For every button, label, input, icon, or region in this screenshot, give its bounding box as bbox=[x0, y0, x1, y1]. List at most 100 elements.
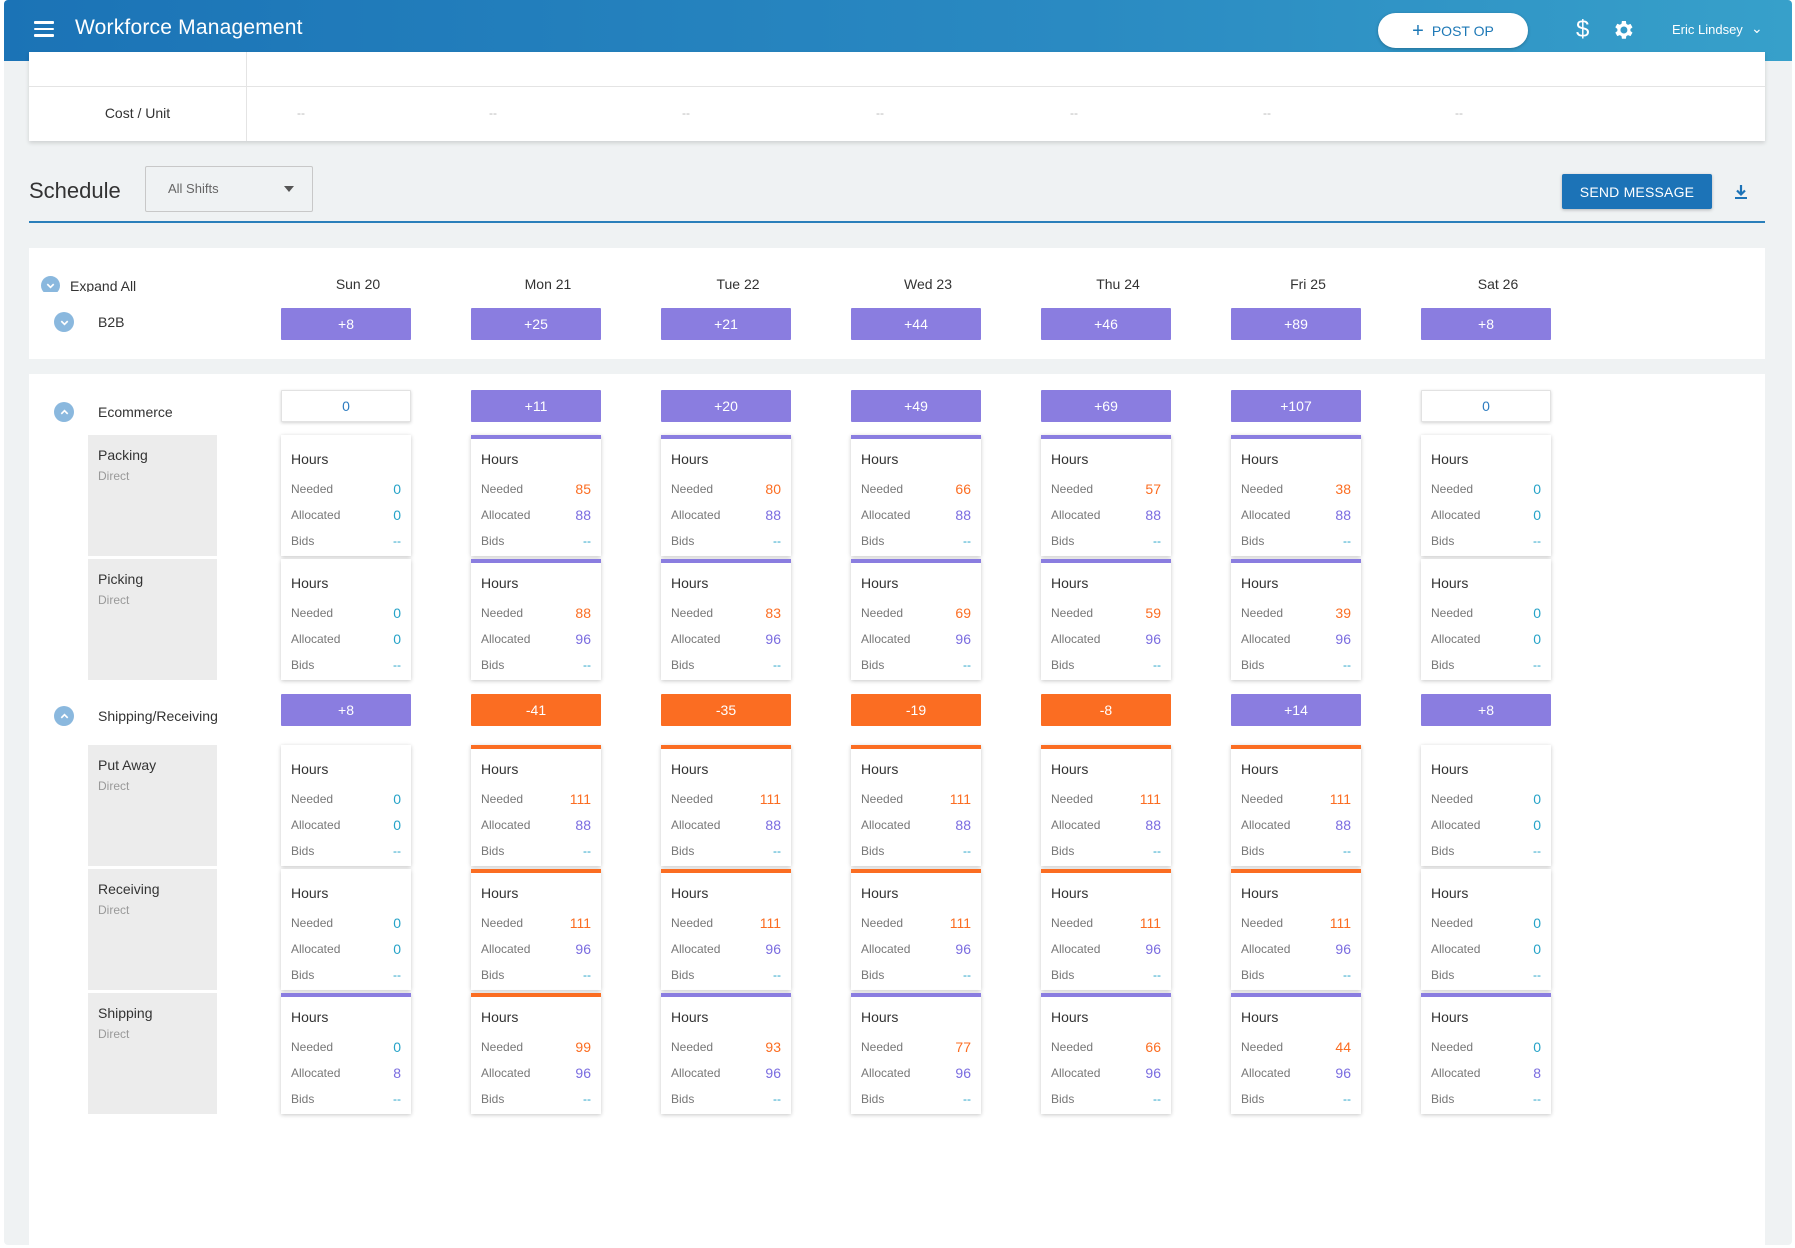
bids-value: -- bbox=[393, 1092, 401, 1106]
hours-card[interactable]: Hours Needed 66 Allocated 88 Bids -- bbox=[851, 435, 981, 556]
chevron-up-icon[interactable] bbox=[54, 402, 74, 422]
group-header[interactable]: Ecommerce bbox=[54, 402, 173, 422]
hours-card[interactable]: Hours Needed 111 Allocated 88 Bids -- bbox=[661, 745, 791, 866]
gear-icon[interactable] bbox=[1611, 18, 1635, 42]
day-total-badge[interactable]: -19 bbox=[851, 694, 981, 726]
day-total-badge[interactable]: +46 bbox=[1041, 308, 1171, 340]
day-label: Sun 20 bbox=[335, 276, 381, 292]
hours-card[interactable]: Hours Needed 0 Allocated 0 Bids -- bbox=[1421, 745, 1551, 866]
hours-card[interactable]: Hours Needed 0 Allocated 0 Bids -- bbox=[1421, 559, 1551, 680]
post-op-button[interactable]: + POST OP bbox=[1378, 13, 1528, 48]
hours-card[interactable]: Hours Needed 69 Allocated 96 Bids -- bbox=[851, 559, 981, 680]
day-total-badge[interactable]: +21 bbox=[661, 308, 791, 340]
download-icon[interactable] bbox=[1732, 183, 1750, 201]
hours-card[interactable]: Hours Needed 77 Allocated 96 Bids -- bbox=[851, 993, 981, 1114]
day-total-badge[interactable]: 0 bbox=[1421, 390, 1551, 422]
hours-card[interactable]: Hours Needed 111 Allocated 96 Bids -- bbox=[661, 869, 791, 990]
day-total-badge[interactable]: +8 bbox=[1421, 694, 1551, 726]
allocated-row: Allocated 96 bbox=[481, 936, 591, 962]
allocated-label: Allocated bbox=[1051, 942, 1101, 956]
hours-card[interactable]: Hours Needed 85 Allocated 88 Bids -- bbox=[471, 435, 601, 556]
hours-card[interactable]: Hours Needed 83 Allocated 96 Bids -- bbox=[661, 559, 791, 680]
hours-card[interactable]: Hours Needed 80 Allocated 88 Bids -- bbox=[661, 435, 791, 556]
hours-card[interactable]: Hours Needed 111 Allocated 96 Bids -- bbox=[471, 869, 601, 990]
role-packing[interactable]: Packing Direct bbox=[88, 435, 217, 556]
hours-card[interactable]: Hours Needed 66 Allocated 96 Bids -- bbox=[1041, 993, 1171, 1114]
day-total-badge[interactable]: -8 bbox=[1041, 694, 1171, 726]
day-total-badge[interactable]: +25 bbox=[471, 308, 601, 340]
cost-cell: -- bbox=[297, 106, 305, 120]
shift-filter-select[interactable]: All Shifts bbox=[145, 166, 313, 212]
day-total-badge[interactable]: +8 bbox=[1421, 308, 1551, 340]
chevron-down-icon[interactable]: ⌄ bbox=[1751, 20, 1763, 36]
hours-card[interactable]: Hours Needed 0 Allocated 0 Bids -- bbox=[281, 745, 411, 866]
hours-card[interactable]: Hours Needed 93 Allocated 96 Bids -- bbox=[661, 993, 791, 1114]
needed-value: 59 bbox=[1145, 605, 1161, 621]
hours-card[interactable]: Hours Needed 0 Allocated 0 Bids -- bbox=[281, 869, 411, 990]
send-message-button[interactable]: SEND MESSAGE bbox=[1562, 174, 1712, 209]
hours-card[interactable]: Hours Needed 0 Allocated 0 Bids -- bbox=[1421, 435, 1551, 556]
bids-label: Bids bbox=[671, 1092, 695, 1106]
day-total-badge[interactable]: +69 bbox=[1041, 390, 1171, 422]
day-total-badge[interactable]: +8 bbox=[281, 694, 411, 726]
hours-card[interactable]: Hours Needed 0 Allocated 0 Bids -- bbox=[281, 435, 411, 556]
hours-card[interactable]: Hours Needed 111 Allocated 96 Bids -- bbox=[1231, 869, 1361, 990]
role-picking[interactable]: Picking Direct bbox=[88, 559, 217, 680]
needed-value: 111 bbox=[759, 791, 781, 807]
user-menu[interactable]: Eric Lindsey bbox=[1672, 22, 1743, 37]
hours-card[interactable]: Hours Needed 0 Allocated 8 Bids -- bbox=[281, 993, 411, 1114]
hours-card[interactable]: Hours Needed 59 Allocated 96 Bids -- bbox=[1041, 559, 1171, 680]
hours-card[interactable]: Hours Needed 111 Allocated 88 Bids -- bbox=[1231, 745, 1361, 866]
hours-card[interactable]: Hours Needed 57 Allocated 88 Bids -- bbox=[1041, 435, 1171, 556]
hours-card[interactable]: Hours Needed 111 Allocated 96 Bids -- bbox=[851, 869, 981, 990]
needed-row: Needed 111 bbox=[1051, 786, 1161, 812]
day-total-badge[interactable]: 0 bbox=[281, 390, 411, 422]
hours-card[interactable]: Hours Needed 0 Allocated 0 Bids -- bbox=[1421, 869, 1551, 990]
day-total-badge[interactable]: +11 bbox=[471, 390, 601, 422]
group-header[interactable]: B2B bbox=[54, 312, 124, 332]
day-total-badge[interactable]: +44 bbox=[851, 308, 981, 340]
divider bbox=[246, 52, 247, 141]
hours-card[interactable]: Hours Needed 39 Allocated 96 Bids -- bbox=[1231, 559, 1361, 680]
hours-card[interactable]: Hours Needed 0 Allocated 0 Bids -- bbox=[281, 559, 411, 680]
role-receiving[interactable]: Receiving Direct bbox=[88, 869, 217, 990]
day-total-badge[interactable]: +107 bbox=[1231, 390, 1361, 422]
hours-card[interactable]: Hours Needed 111 Allocated 96 Bids -- bbox=[1041, 869, 1171, 990]
needed-row: Needed 80 bbox=[671, 476, 781, 502]
chevron-down-icon[interactable] bbox=[54, 312, 74, 332]
expand-all-toggle[interactable]: Expand All bbox=[41, 276, 136, 295]
day-total-badge[interactable]: -41 bbox=[471, 694, 601, 726]
hours-heading: Hours bbox=[1431, 451, 1469, 467]
role-shipping[interactable]: Shipping Direct bbox=[88, 993, 217, 1114]
needed-label: Needed bbox=[481, 606, 524, 620]
day-total-badge[interactable]: +14 bbox=[1231, 694, 1361, 726]
hours-card[interactable]: Hours Needed 111 Allocated 88 Bids -- bbox=[851, 745, 981, 866]
hours-card[interactable]: Hours Needed 38 Allocated 88 Bids -- bbox=[1231, 435, 1361, 556]
hours-card[interactable]: Hours Needed 88 Allocated 96 Bids -- bbox=[471, 559, 601, 680]
hours-card[interactable]: Hours Needed 111 Allocated 88 Bids -- bbox=[1041, 745, 1171, 866]
dollar-icon[interactable]: $ bbox=[1576, 16, 1590, 43]
hours-card[interactable]: Hours Needed 99 Allocated 96 Bids -- bbox=[471, 993, 601, 1114]
allocated-value: 96 bbox=[765, 1065, 781, 1081]
day-total-badge[interactable]: +49 bbox=[851, 390, 981, 422]
role-put-away[interactable]: Put Away Direct bbox=[88, 745, 217, 866]
needed-label: Needed bbox=[481, 1040, 524, 1054]
allocated-row: Allocated 0 bbox=[291, 502, 401, 528]
day-total-badge[interactable]: -35 bbox=[661, 694, 791, 726]
needed-value: 66 bbox=[1145, 1039, 1161, 1055]
hours-card[interactable]: Hours Needed 0 Allocated 8 Bids -- bbox=[1421, 993, 1551, 1114]
bids-row: Bids -- bbox=[1431, 838, 1541, 864]
hours-card[interactable]: Hours Needed 111 Allocated 88 Bids -- bbox=[471, 745, 601, 866]
allocated-value: 96 bbox=[765, 941, 781, 957]
day-total-badge[interactable]: +89 bbox=[1231, 308, 1361, 340]
needed-row: Needed 77 bbox=[861, 1034, 971, 1060]
needed-label: Needed bbox=[1051, 916, 1094, 930]
chevron-up-icon[interactable] bbox=[54, 706, 74, 726]
day-total-badge[interactable]: +20 bbox=[661, 390, 791, 422]
allocated-row: Allocated 96 bbox=[481, 1060, 591, 1086]
hours-card[interactable]: Hours Needed 44 Allocated 96 Bids -- bbox=[1231, 993, 1361, 1114]
menu-icon[interactable] bbox=[34, 21, 54, 37]
needed-value: 88 bbox=[575, 605, 591, 621]
group-header[interactable]: Shipping/Receiving bbox=[54, 706, 218, 726]
day-total-badge[interactable]: +8 bbox=[281, 308, 411, 340]
